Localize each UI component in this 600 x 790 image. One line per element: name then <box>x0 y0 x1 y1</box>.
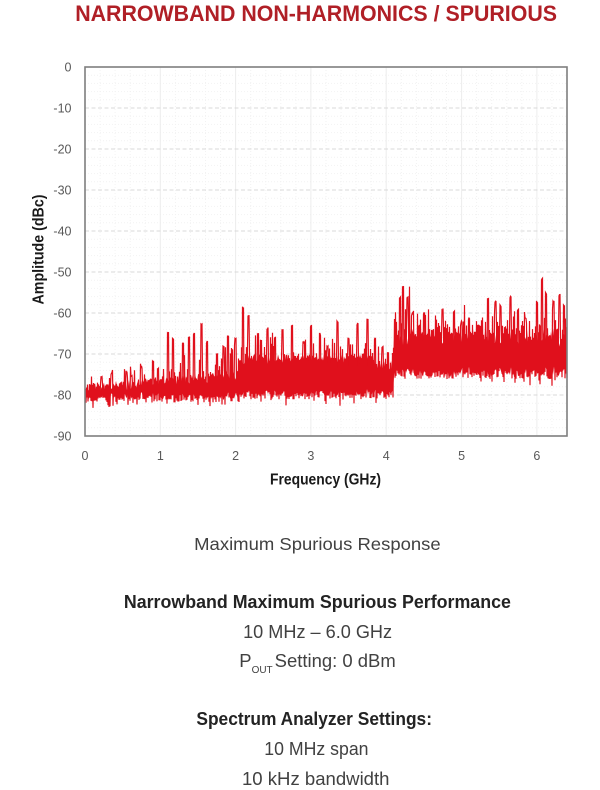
svg-text:-40: -40 <box>53 225 71 239</box>
svg-text:-10: -10 <box>53 102 71 116</box>
svg-text:6: 6 <box>533 449 540 463</box>
svg-text:Frequency (GHz): Frequency (GHz) <box>270 472 381 489</box>
svg-text:1: 1 <box>157 449 164 463</box>
svg-text:0: 0 <box>65 61 72 75</box>
svg-text:Amplitude (dBc): Amplitude (dBc) <box>31 195 48 305</box>
svg-text:-30: -30 <box>53 184 71 198</box>
svg-text:3: 3 <box>307 449 314 463</box>
svg-text:2: 2 <box>232 449 239 463</box>
svg-text:-60: -60 <box>53 307 71 321</box>
svg-text:-70: -70 <box>53 348 71 362</box>
svg-text:-80: -80 <box>53 389 71 403</box>
svg-text:4: 4 <box>383 449 390 463</box>
svg-text:0: 0 <box>82 449 89 463</box>
svg-text:5: 5 <box>458 449 465 463</box>
svg-text:-90: -90 <box>53 430 71 444</box>
svg-text:-50: -50 <box>53 266 71 280</box>
svg-text:-20: -20 <box>53 143 71 157</box>
